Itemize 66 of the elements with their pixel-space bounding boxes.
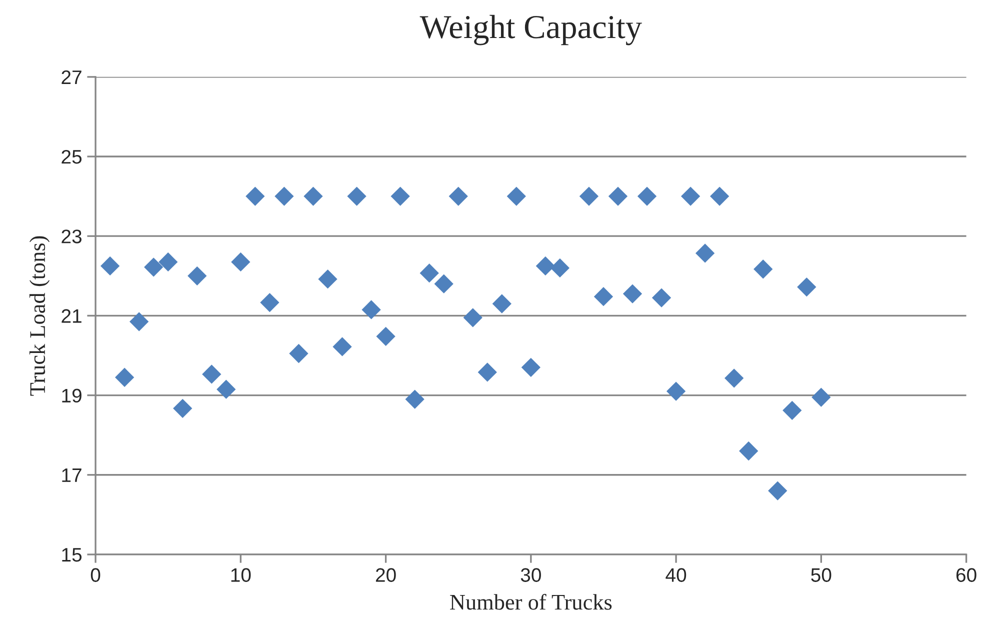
point (608, 186, 628, 206)
point (754, 260, 773, 279)
x-axis-title: Number of Trucks (450, 594, 612, 610)
point (797, 277, 816, 297)
point (478, 362, 497, 382)
point (739, 441, 758, 461)
x-tick-label: 30 (520, 568, 541, 582)
x-tick-label: 0 (90, 568, 100, 582)
point (318, 270, 338, 289)
point (274, 186, 294, 206)
y-tick-label: 27 (62, 70, 82, 84)
point (376, 326, 396, 346)
y-axis-title: Truck Load (tons) (29, 236, 50, 396)
point (448, 186, 468, 206)
point (390, 186, 410, 206)
y-tick-label: 17 (62, 468, 82, 482)
point (579, 186, 599, 206)
point (114, 368, 134, 387)
point (550, 258, 570, 278)
y-tick-label: 15 (62, 548, 82, 562)
point (289, 344, 308, 364)
x-tick-label: 50 (811, 568, 832, 582)
point (231, 252, 250, 272)
point (144, 258, 164, 277)
point (724, 368, 744, 388)
point (130, 312, 149, 332)
point (216, 380, 236, 399)
point (347, 186, 366, 206)
x-tick-label: 40 (666, 568, 686, 582)
point (695, 244, 715, 263)
point (434, 274, 454, 294)
x-tick-label: 60 (956, 568, 976, 582)
point (710, 186, 730, 206)
point (812, 388, 831, 407)
point (637, 186, 657, 206)
point (666, 382, 686, 401)
y-tick-label: 25 (62, 150, 82, 164)
point (202, 364, 222, 384)
x-tick-label: 10 (231, 568, 251, 582)
point (622, 284, 642, 304)
point (680, 186, 700, 206)
point (506, 186, 526, 206)
point (652, 288, 672, 308)
y-tick-label: 21 (62, 309, 82, 323)
point (304, 186, 323, 206)
y-tick-label: 23 (62, 230, 82, 244)
chart-title: Weight Capacity (420, 14, 642, 46)
point (594, 287, 614, 306)
point (332, 337, 352, 356)
point (246, 186, 265, 206)
x-tick-label: 20 (376, 568, 396, 582)
point (405, 390, 424, 409)
point (768, 481, 788, 500)
y-tick-label: 19 (62, 388, 82, 403)
point (362, 300, 381, 320)
point (173, 398, 192, 418)
point (463, 308, 482, 328)
point (492, 294, 512, 314)
point (158, 252, 178, 272)
point (420, 264, 439, 283)
point (521, 358, 540, 377)
point (782, 400, 802, 420)
point (536, 256, 555, 276)
point (260, 292, 280, 312)
point (100, 256, 120, 276)
point (188, 266, 207, 286)
